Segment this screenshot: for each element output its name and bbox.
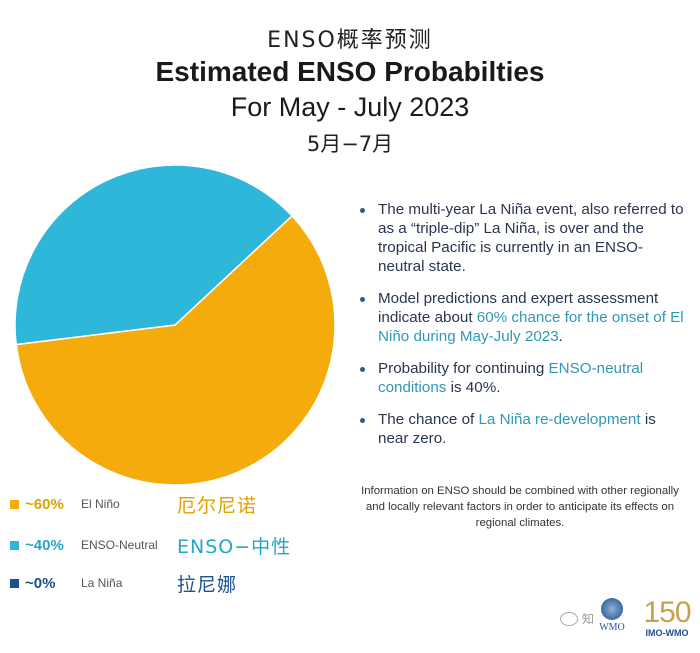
pie-slice-enso-neutral	[14, 164, 294, 346]
bullet-dot-icon	[360, 297, 365, 302]
info-note: Information on ENSO should be combined w…	[361, 485, 679, 529]
chart-title: Estimated ENSO Probabilties	[155, 56, 545, 87]
legend-swatch	[10, 540, 19, 550]
bullet-item: Probability for continuing ENSO-neutral …	[356, 359, 686, 397]
legend-label-cn: 拉尼娜	[177, 573, 238, 596]
legend-label-cn: ENSO−中性	[177, 535, 292, 558]
bullet-dot-icon	[360, 367, 365, 372]
un-emblem-icon	[601, 598, 623, 620]
pie-slice-el-ni-o	[15, 214, 336, 486]
pie-chart	[14, 164, 336, 486]
wmo-logo: WMO	[590, 598, 634, 633]
legend-item-la-nina: ~0% La Niña 拉尼娜	[10, 570, 237, 596]
legend-label: ENSO-Neutral	[81, 538, 158, 552]
bullet-list: The multi-year La Niña event, also refer…	[356, 200, 686, 461]
legend-item-enso-neutral: ~40% ENSO-Neutral ENSO−中性	[10, 532, 291, 558]
bullet-item: Model predictions and expert assessment …	[356, 289, 686, 346]
chinese-title: ENSO概率预测	[267, 28, 433, 53]
legend-percent: ~40%	[25, 536, 64, 554]
legend-label-cn: 厄尔尼诺	[177, 494, 258, 517]
bullet-item: The multi-year La Niña event, also refer…	[356, 200, 686, 276]
chinese-subtitle: 5月−7月	[306, 132, 394, 156]
bullet-dot-icon	[360, 418, 365, 423]
watermark: 知	[560, 610, 594, 627]
legend-percent: ~0%	[25, 574, 56, 592]
legend-percent: ~60%	[25, 495, 64, 513]
imo-wmo-150-logo: 150 IMO-WMO	[643, 596, 691, 639]
legend-label: La Niña	[81, 576, 123, 590]
legend-item-el-nino: ~60% El Niño 厄尔尼诺	[10, 491, 257, 517]
legend-swatch	[10, 578, 19, 588]
legend-swatch	[10, 499, 19, 509]
wechat-icon	[560, 611, 578, 626]
chart-subtitle: For May - July 2023	[230, 92, 470, 122]
bullet-item: The chance of La Niña re-development is …	[356, 410, 686, 448]
legend-label: El Niño	[81, 497, 120, 511]
bullet-dot-icon	[360, 208, 365, 213]
